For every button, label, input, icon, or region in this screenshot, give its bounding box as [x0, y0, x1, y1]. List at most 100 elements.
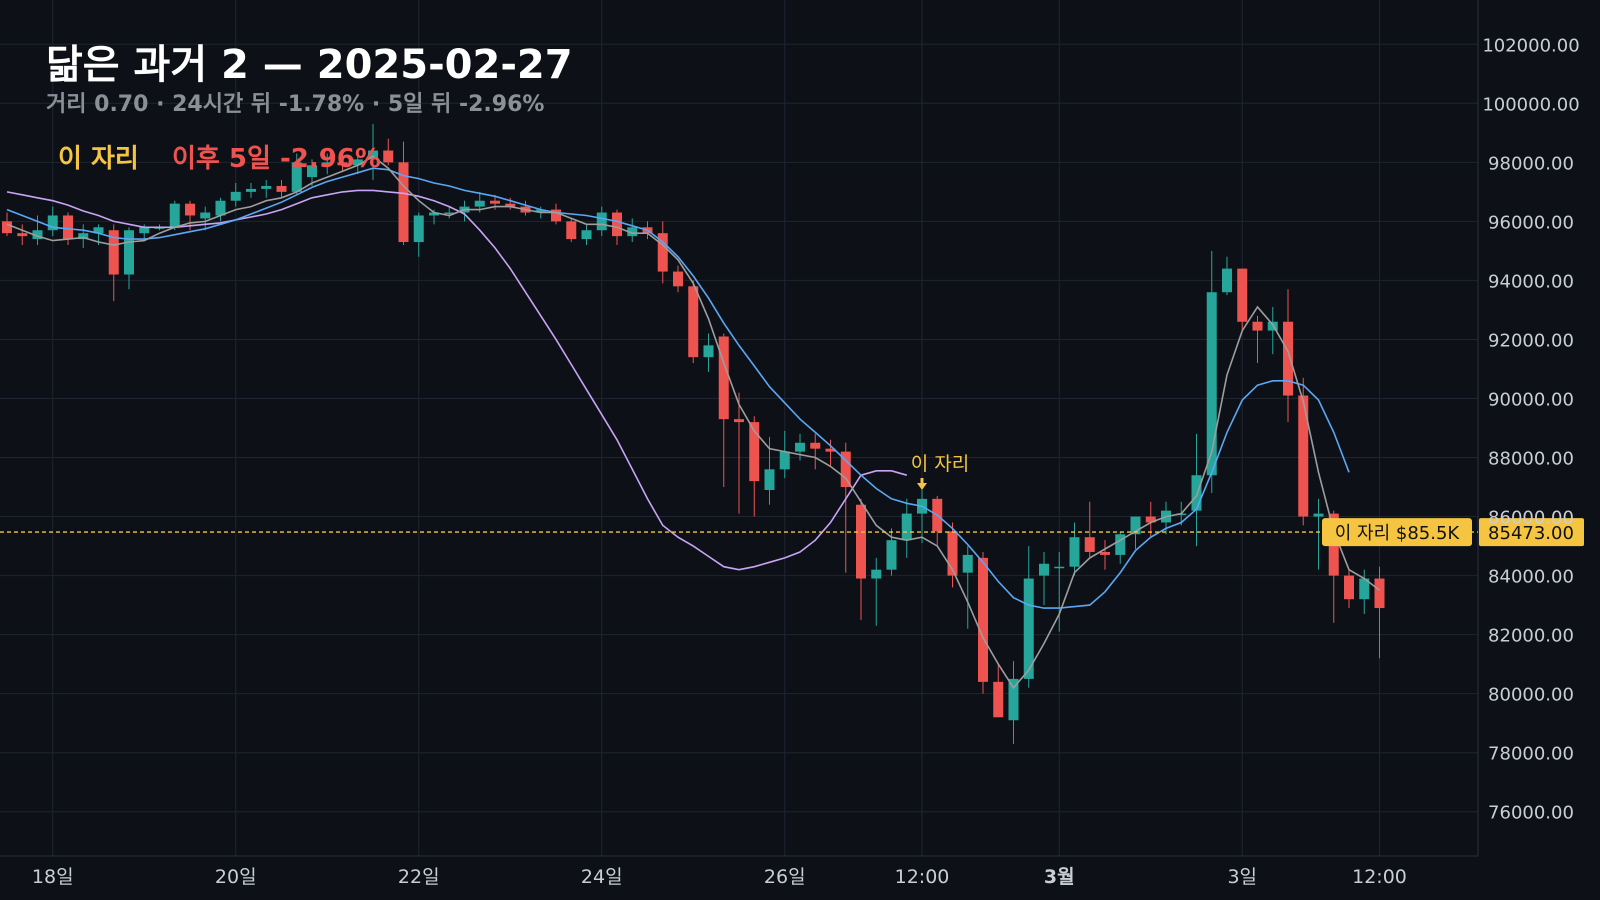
- candle-up: [1008, 678, 1019, 721]
- y-tick-label: 94000.00: [1488, 271, 1574, 292]
- candle-down: [673, 271, 683, 287]
- candle-up: [1206, 292, 1217, 476]
- candle-up: [871, 569, 882, 579]
- y-tick-label: 90000.00: [1488, 389, 1574, 410]
- y-tick-label: 84000.00: [1488, 567, 1574, 588]
- candle-up: [291, 162, 302, 192]
- candle-up: [596, 212, 607, 231]
- candle-up: [246, 188, 256, 192]
- candle-up: [230, 191, 241, 201]
- candle-down: [978, 557, 988, 682]
- candle-down: [1084, 537, 1095, 552]
- candle-down: [993, 681, 1004, 718]
- candle-down: [108, 230, 119, 275]
- candle-down: [505, 203, 516, 207]
- y-tick-label: 102000.00: [1482, 35, 1579, 56]
- x-tick-label: 18일: [32, 866, 74, 888]
- candle-down: [1344, 575, 1354, 600]
- candle-up: [1359, 578, 1370, 600]
- candle-up: [352, 159, 363, 166]
- y-tick-label: 92000.00: [1488, 330, 1574, 351]
- candle-up: [368, 150, 378, 160]
- y-tick-label: 100000.00: [1482, 94, 1579, 115]
- candle-up: [779, 451, 790, 470]
- candle-up: [474, 200, 485, 207]
- x-tick-label: 24일: [581, 866, 623, 888]
- candle-up: [1069, 537, 1080, 567]
- y-tick-label: 80000.00: [1488, 685, 1574, 706]
- candle-up: [581, 230, 592, 240]
- candle-down: [17, 233, 28, 237]
- x-tick-label: 12:00: [895, 866, 950, 888]
- result-badge: 이후 5일 -2.96%: [172, 144, 381, 174]
- candle-up: [429, 212, 439, 216]
- candle-up: [139, 227, 150, 234]
- y-tick-label: 76000.00: [1488, 803, 1574, 824]
- candle-up: [200, 212, 211, 219]
- candle-down: [2, 221, 12, 234]
- candle-down: [856, 504, 866, 579]
- candle-up: [32, 230, 43, 240]
- candle-up: [215, 200, 226, 216]
- candle-down: [749, 422, 760, 482]
- candle-up: [886, 540, 897, 570]
- candle-up: [1023, 578, 1034, 679]
- y-tick-label: 98000.00: [1488, 153, 1574, 174]
- annotation-arrow-stem: [920, 478, 924, 484]
- candle-down: [810, 442, 821, 449]
- candle-down: [612, 212, 622, 237]
- candle-down: [657, 233, 668, 272]
- chart-subtitle: 거리 0.70 · 24시간 뒤 -1.78% · 5일 뒤 -2.96%: [46, 92, 545, 117]
- ma-long-line: [6, 189, 908, 571]
- ma-mid-line: [6, 167, 1350, 609]
- candle-down: [398, 162, 409, 243]
- price-tag-box: [1322, 518, 1472, 547]
- candle-up: [124, 230, 134, 275]
- y-tick-label: 78000.00: [1488, 744, 1574, 765]
- candle-up: [1130, 516, 1141, 535]
- marker-badge: 이 자리: [58, 144, 139, 174]
- candle-up: [627, 227, 638, 237]
- candle-up: [764, 469, 775, 490]
- candle-down: [734, 419, 744, 423]
- candle-down: [688, 286, 699, 358]
- candle-up: [535, 209, 546, 213]
- candle-down: [383, 150, 394, 163]
- candle-down: [1298, 395, 1309, 517]
- candle-down: [947, 531, 958, 576]
- candle-down: [1100, 551, 1110, 555]
- candle-up: [413, 215, 424, 243]
- x-tick-label: 22일: [398, 866, 440, 888]
- y-tick-label: 82000.00: [1488, 626, 1574, 647]
- candle-up: [703, 345, 714, 358]
- x-tick-label: 3월: [1044, 866, 1075, 888]
- candle-up: [307, 165, 317, 178]
- chart-title: 닮은 과거 2 — 2025-02-27: [46, 42, 573, 88]
- candle-down: [1374, 578, 1385, 609]
- x-tick-label: 20일: [215, 866, 257, 888]
- price-tag-label: 이 자리 $85.5K: [1335, 523, 1461, 544]
- candle-down: [1237, 268, 1248, 322]
- candle-down: [718, 336, 729, 420]
- y-tick-label: 96000.00: [1488, 212, 1574, 233]
- candle-up: [1222, 268, 1232, 293]
- candle-down: [63, 215, 73, 240]
- candle-down: [337, 162, 348, 166]
- annotation-arrow-icon: [917, 483, 927, 490]
- candle-up: [795, 442, 805, 452]
- candle-up: [1191, 475, 1202, 511]
- candle-up: [962, 554, 973, 573]
- candle-up: [901, 513, 912, 541]
- candle-up: [1313, 513, 1324, 517]
- candle-up: [47, 215, 58, 231]
- candle-up: [261, 185, 272, 189]
- candle-down: [276, 185, 287, 192]
- x-tick-label: 12:00: [1352, 866, 1407, 888]
- candle-up: [322, 162, 333, 166]
- candle-down: [1283, 321, 1293, 396]
- candle-down: [566, 221, 577, 240]
- candle-down: [185, 203, 195, 216]
- y-tick-label: 86000.00: [1488, 508, 1574, 529]
- axis-price-label: 85473.00: [1488, 523, 1574, 544]
- x-tick-label: 3일: [1227, 866, 1257, 888]
